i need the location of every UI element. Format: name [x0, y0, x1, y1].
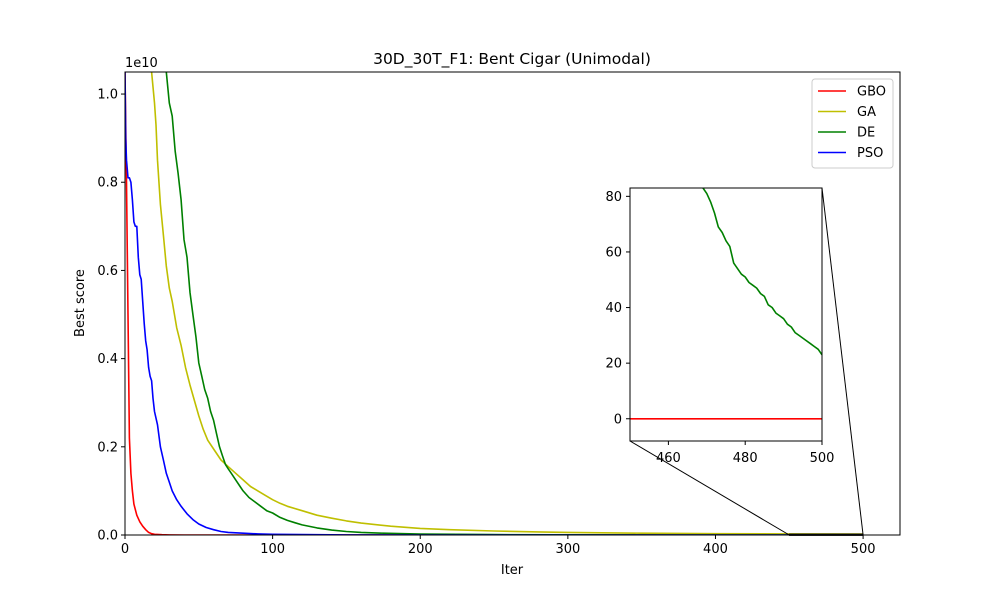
- chart-title: 30D_30T_F1: Bent Cigar (Unimodal): [373, 50, 651, 69]
- inset-frame: [629, 187, 823, 442]
- y-tick-label: 0.4: [97, 352, 118, 367]
- inset-x-axis-ticks: 460 480 500: [656, 441, 834, 466]
- inset-plot-area: 460 480 500 0 20 40 60 80: [605, 187, 834, 466]
- inset-background: [630, 188, 822, 441]
- legend-label-ga: GA: [857, 105, 876, 120]
- inset-y-tick-label: 40: [605, 301, 622, 316]
- zoom-region-indicator: [788, 533, 864, 536]
- inset-series-line-de: [702, 188, 822, 356]
- x-axis-label: Iter: [501, 563, 524, 578]
- series-line-gbo: [125, 72, 864, 535]
- inset-x-tick-label: 500: [810, 451, 835, 466]
- inset-y-tick-label: 60: [605, 245, 622, 260]
- main-x-axis-ticks: 0 100 200 300 400 500: [121, 535, 876, 557]
- inset-x-tick-label: 480: [733, 451, 758, 466]
- y-tick-label: 1.0: [97, 88, 118, 103]
- y-axis-label: Best score: [73, 269, 88, 337]
- inset-connector-right: [821, 187, 864, 536]
- inset-y-tick-label: 80: [605, 190, 622, 205]
- main-series-group: [125, 72, 864, 535]
- inset-y-tick-label: 20: [605, 357, 622, 372]
- series-line-pso: [125, 72, 864, 535]
- legend: GBO GA DE PSO: [811, 78, 894, 169]
- legend-label-pso: PSO: [857, 146, 883, 161]
- x-tick-label: 500: [851, 542, 876, 557]
- x-tick-label: 200: [408, 542, 433, 557]
- inset-x-tick-label: 460: [656, 451, 681, 466]
- main-y-axis-ticks: 0.0 0.2 0.4 0.6 0.8 1.0: [97, 88, 125, 544]
- y-tick-label: 0.2: [97, 440, 118, 455]
- y-tick-label: 0.8: [97, 176, 118, 191]
- legend-label-de: DE: [857, 126, 875, 141]
- legend-box: [811, 78, 894, 169]
- x-tick-label: 400: [703, 542, 728, 557]
- inset-connector-left: [629, 440, 790, 536]
- x-tick-label: 100: [260, 542, 285, 557]
- inset-connector-lines: [629, 187, 864, 536]
- x-tick-label: 300: [555, 542, 580, 557]
- series-line-ga: [150, 72, 864, 535]
- legend-label-gbo: GBO: [857, 85, 886, 100]
- series-line-de: [165, 72, 864, 535]
- main-plot-frame: [124, 71, 901, 536]
- x-tick-label: 0: [121, 542, 129, 557]
- inset-series-group: [630, 188, 822, 420]
- inset-y-axis-ticks: 0 20 40 60 80: [605, 190, 630, 427]
- inset-y-tick-label: 0: [614, 412, 622, 427]
- y-tick-label: 0.0: [97, 529, 118, 544]
- y-tick-label: 0.6: [97, 264, 118, 279]
- y-axis-offset-label: 1e10: [125, 56, 158, 71]
